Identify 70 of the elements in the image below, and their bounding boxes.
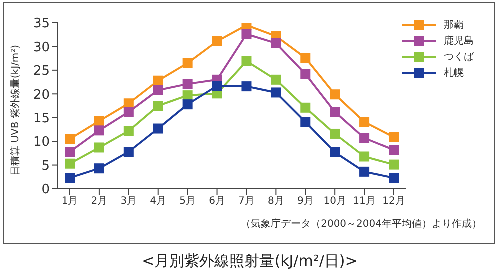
point <box>360 133 370 144</box>
point <box>212 36 222 46</box>
y-tick-label: 0 <box>42 182 50 198</box>
point <box>242 82 252 92</box>
point <box>360 166 370 177</box>
point <box>153 85 164 96</box>
x-tick-label: 6月 <box>209 196 226 208</box>
x-tick-label: 4月 <box>150 196 167 208</box>
legend-label: 鹿児島 <box>444 34 474 48</box>
point <box>94 126 104 136</box>
point <box>271 74 282 85</box>
point <box>360 152 370 162</box>
point <box>124 107 134 118</box>
point <box>242 56 252 66</box>
point <box>212 81 222 92</box>
point <box>124 147 134 158</box>
point <box>94 142 104 153</box>
legend-label: 那覇 <box>444 19 464 32</box>
point <box>271 38 282 48</box>
y-tick-label: 20 <box>33 88 50 103</box>
x-tick-label: 8月 <box>268 196 284 208</box>
x-tick-label: 7月 <box>238 196 255 208</box>
y-axis-title: 日積算 UVB 紫外線量(kJ/m²) <box>10 44 22 176</box>
point <box>330 90 340 100</box>
point <box>300 53 311 64</box>
point <box>182 100 193 110</box>
point <box>389 132 399 142</box>
point <box>182 58 193 68</box>
point <box>330 128 340 139</box>
x-tick-label: 1月 <box>62 196 78 208</box>
point <box>300 102 311 113</box>
point <box>330 147 340 158</box>
point <box>182 79 193 90</box>
point <box>94 116 104 126</box>
x-tick-label: 3月 <box>120 196 138 208</box>
point <box>271 88 282 98</box>
point <box>360 117 370 128</box>
legend-label: つくば <box>444 51 474 64</box>
x-tick-label: 5月 <box>180 196 196 208</box>
x-tick-label: 10月 <box>324 196 346 208</box>
point <box>389 173 399 184</box>
point <box>389 160 399 170</box>
x-tick-label: 2月 <box>91 196 108 208</box>
point <box>65 173 75 184</box>
y-tick-label: 10 <box>33 135 50 150</box>
point <box>330 107 340 118</box>
point <box>124 126 134 136</box>
text: <月別紫外線照射量(kJ/m²/日)> <box>141 252 359 271</box>
text: （気象庁データ（2000～2004年平均値）より作成） <box>241 218 482 231</box>
legend-label: 札幌 <box>444 66 464 80</box>
point <box>94 164 104 174</box>
point <box>300 117 311 128</box>
point <box>389 145 399 156</box>
y-tick-label: 30 <box>33 40 50 56</box>
point <box>182 90 193 101</box>
y-tick-label: 15 <box>33 111 50 126</box>
point <box>65 147 75 158</box>
point <box>153 124 164 134</box>
point <box>242 29 252 40</box>
y-tick-label: 5 <box>42 158 50 174</box>
point <box>65 158 75 169</box>
x-tick-label: 9月 <box>297 196 314 208</box>
x-tick-label: 11月 <box>353 196 376 208</box>
point <box>65 134 75 144</box>
x-tick-label: 12月 <box>382 196 406 208</box>
point <box>300 69 311 80</box>
point <box>153 76 164 86</box>
y-tick-label: 25 <box>33 64 50 80</box>
point <box>153 101 164 111</box>
y-tick-label: 35 <box>33 16 50 32</box>
